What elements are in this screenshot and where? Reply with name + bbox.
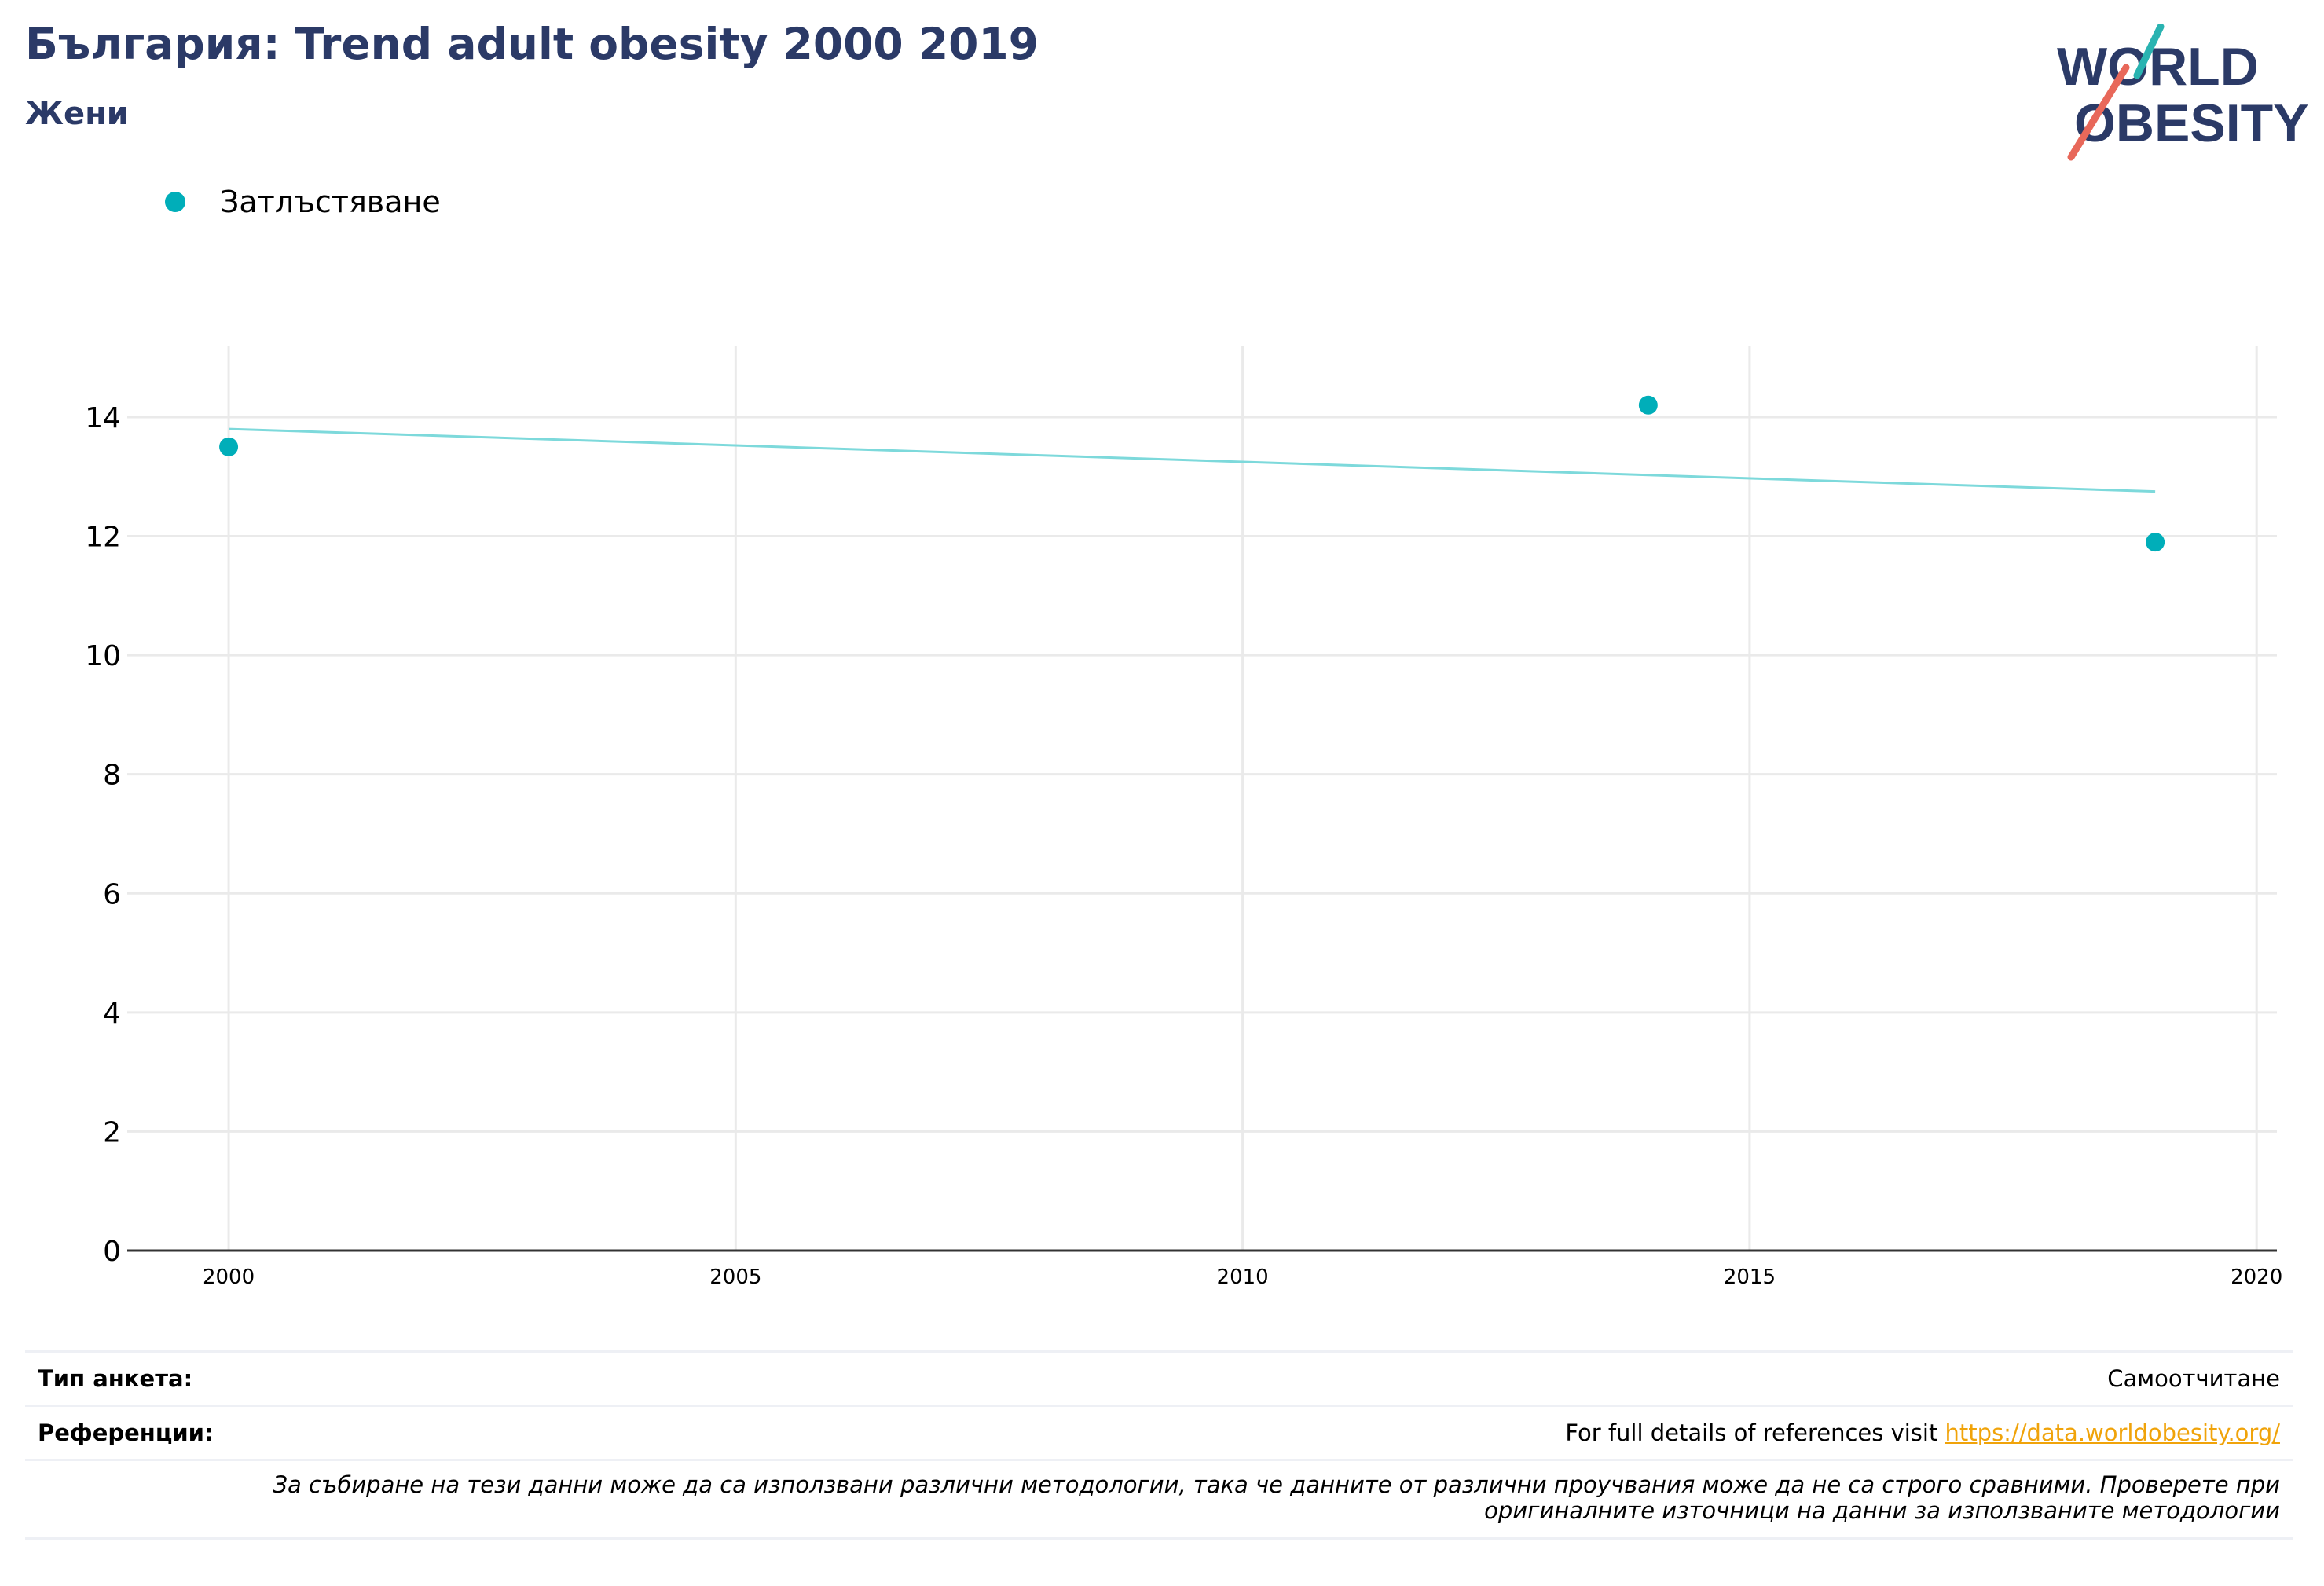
references-label: Референции: [38,1419,214,1446]
y-tick-label: 6 [103,878,121,910]
logo-red-slash [2067,64,2130,161]
world-obesity-logo: WORLD OBESITY [2057,24,2309,161]
methodology-note-line1: За събиране на тези данни може да са изп… [273,1471,2280,1498]
y-tick-label: 10 [85,640,121,672]
x-tick-label: 2005 [709,1266,761,1289]
data-point [219,437,239,456]
references-value: For full details of references visit htt… [1565,1419,2280,1446]
y-tick-label: 14 [85,402,121,434]
trend-layer [229,427,2156,493]
grid-layer [127,346,2277,1251]
references-text: For full details of references visit [1565,1419,1945,1446]
data-point [1638,395,1658,415]
y-tick-label: 0 [103,1236,121,1268]
point-layer [219,395,2165,552]
y-tick-label: 8 [103,760,121,792]
logo-teal-slash [2133,24,2165,79]
references-link[interactable]: https://data.worldobesity.org/ [1945,1419,2280,1446]
methodology-note-line2: оригиналните източници на данни за изпол… [1484,1497,2280,1524]
scatter-chart: 0 2 4 6 8 10 12 14 2000 2005 2010 2015 2020 [85,346,2282,1289]
tick-layer: 0 2 4 6 8 10 12 14 2000 2005 2010 2015 2020 [85,402,2282,1289]
survey-type-value: Самоотчитане [2107,1365,2280,1392]
y-tick-label: 4 [103,998,121,1030]
y-tick-label: 12 [85,522,121,554]
survey-type-row: Тип анкета: Самоотчитане [25,1350,2293,1405]
chart-subtitle: Жени [25,96,129,132]
y-tick-label: 2 [103,1116,121,1148]
survey-type-label: Тип анкета: [38,1365,193,1392]
x-tick-label: 2015 [1724,1266,1776,1289]
methodology-note: За събиране на тези данни може да са изп… [25,1459,2293,1540]
chart-footer: Тип анкета: Самоотчитане Референции: For… [25,1350,2293,1540]
logo-line2: OBESITY [2074,93,2309,153]
chart-legend[interactable]: Затлъстяване [165,182,441,222]
data-point [2146,533,2165,552]
chart-title: България: Trend adult obesity 2000 2019 [25,19,1039,69]
logo-line1: WORLD [2057,37,2259,97]
references-row: Референции: For full details of referenc… [25,1405,2293,1459]
x-tick-label: 2000 [203,1266,255,1289]
x-tick-label: 2010 [1217,1266,1269,1289]
legend-marker [165,192,185,212]
x-tick-label: 2020 [2231,1266,2282,1289]
legend-label: Затлъстяване [220,185,441,219]
trend-line [229,427,2156,493]
